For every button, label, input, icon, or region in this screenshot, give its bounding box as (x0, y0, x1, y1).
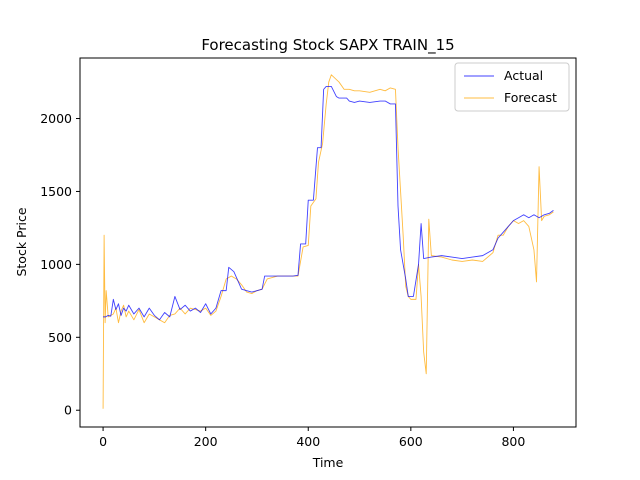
series-group (102, 74, 554, 409)
y-tick-label: 1500 (40, 184, 72, 199)
legend-box (454, 62, 570, 112)
x-tick-label: 400 (296, 434, 320, 449)
y-tick-label: 2000 (40, 111, 72, 126)
chart-title: Forecasting Stock SAPX TRAIN_15 (201, 36, 454, 55)
series-line-forecast (102, 74, 554, 409)
x-tick-label: 800 (501, 434, 525, 449)
x-axis-label: Time (312, 455, 344, 470)
y-tick-label: 1000 (40, 257, 72, 272)
legend: Actual Forecast (454, 62, 570, 112)
plot-frame (79, 57, 577, 428)
x-tick-label: 600 (399, 434, 423, 449)
x-tick-label: 0 (99, 434, 107, 449)
legend-label-forecast: Forecast (504, 90, 557, 105)
x-axis: 0 200 400 600 800 (99, 427, 525, 449)
y-tick-label: 0 (64, 403, 72, 418)
x-tick-label: 200 (194, 434, 218, 449)
y-axis-label: Stock Price (14, 207, 29, 276)
legend-label-actual: Actual (504, 68, 543, 83)
y-tick-label: 500 (48, 330, 72, 345)
series-line-actual (103, 85, 554, 321)
y-axis: 0 500 1000 1500 2000 (40, 111, 80, 418)
